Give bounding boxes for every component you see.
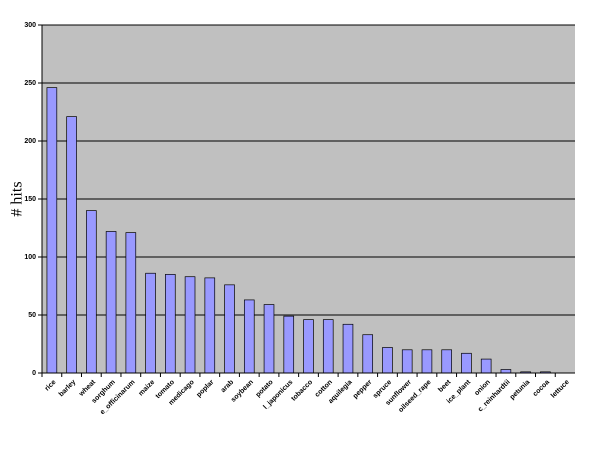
bar <box>401 349 413 374</box>
bar <box>322 319 334 374</box>
bar <box>145 272 156 374</box>
bar <box>125 232 137 374</box>
bar <box>421 349 433 374</box>
bar <box>86 210 97 374</box>
bar <box>303 319 314 374</box>
y-tick-label: 150 <box>24 196 36 203</box>
x-tick-label: onion <box>473 379 491 397</box>
y-tick-label: 100 <box>24 254 36 261</box>
x-tick-label: cocoa <box>532 379 551 398</box>
bar <box>224 284 235 374</box>
bar <box>46 87 58 374</box>
bar <box>165 274 176 374</box>
x-tick-label: tobacco <box>290 379 314 403</box>
bar <box>382 347 393 374</box>
x-tick-label: beet <box>437 378 453 394</box>
y-tick-label: 250 <box>24 80 36 87</box>
x-tick-label: rice <box>44 379 58 393</box>
x-tick-label: arab <box>220 379 235 394</box>
bar <box>105 231 117 374</box>
y-tick-label: 200 <box>24 138 36 145</box>
y-tick-label: 0 <box>32 370 36 377</box>
x-tick-label: pepper <box>352 379 374 401</box>
x-tick-label: poplar <box>195 379 215 399</box>
bar <box>263 304 275 374</box>
bar <box>362 334 374 374</box>
x-tick-label: lettuce <box>550 379 571 400</box>
y-axis-label: # hits <box>9 181 26 216</box>
bar <box>500 369 512 374</box>
x-tick-label: maize <box>138 379 157 398</box>
bar <box>66 116 77 374</box>
x-tick-label: petunia <box>509 379 532 402</box>
x-tick-label: barley <box>58 379 78 399</box>
x-tick-label: e_officinarum <box>99 379 136 416</box>
bar <box>461 352 472 374</box>
bar <box>342 323 354 374</box>
bar <box>480 358 492 374</box>
bar <box>243 299 255 374</box>
bar <box>283 315 295 374</box>
bar <box>184 276 196 374</box>
bar <box>204 277 216 374</box>
y-tick-label: 50 <box>28 312 36 319</box>
y-tick-label: 300 <box>24 22 36 29</box>
bar <box>441 349 452 374</box>
